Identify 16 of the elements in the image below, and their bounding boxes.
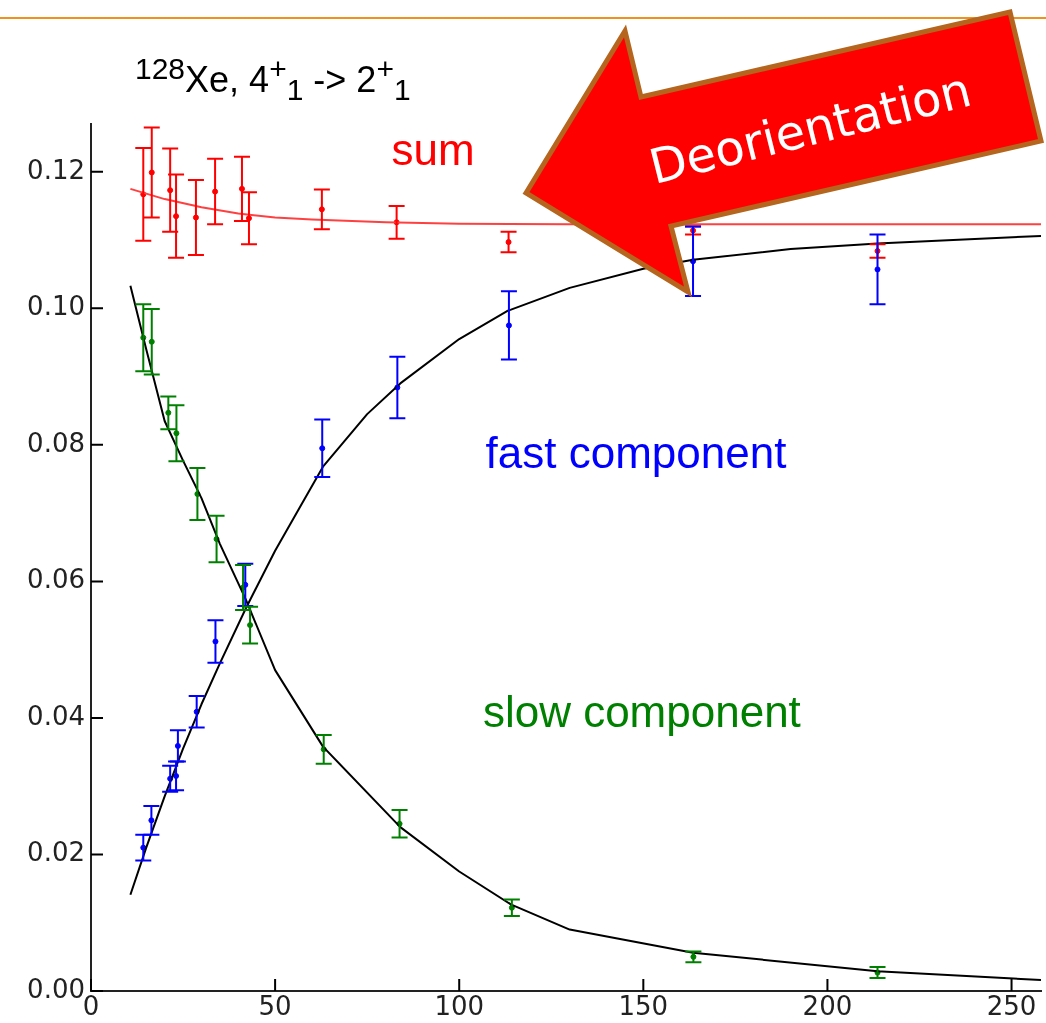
x-tick-label: 100 <box>434 991 485 1022</box>
y-tick-label: 0.10 <box>27 291 85 322</box>
x-tick-label: 250 <box>986 991 1037 1022</box>
x-tick-label: 200 <box>802 991 853 1022</box>
text: sum <box>391 125 475 175</box>
y-tick-label: 0.06 <box>27 564 85 595</box>
y-tick-label: 0.04 <box>27 700 85 731</box>
x-tick-label: 50 <box>258 991 292 1022</box>
y-tick-label: 0.12 <box>27 154 85 185</box>
y-tick-label: 0.00 <box>27 973 85 1004</box>
x-tick-label: 150 <box>618 991 669 1022</box>
y-tick-label: 0.02 <box>27 837 85 868</box>
x-tick-label: 0 <box>82 991 100 1022</box>
text: fast component <box>485 427 787 477</box>
y-tick-label: 0.08 <box>27 427 85 458</box>
text: slow component <box>482 687 801 737</box>
